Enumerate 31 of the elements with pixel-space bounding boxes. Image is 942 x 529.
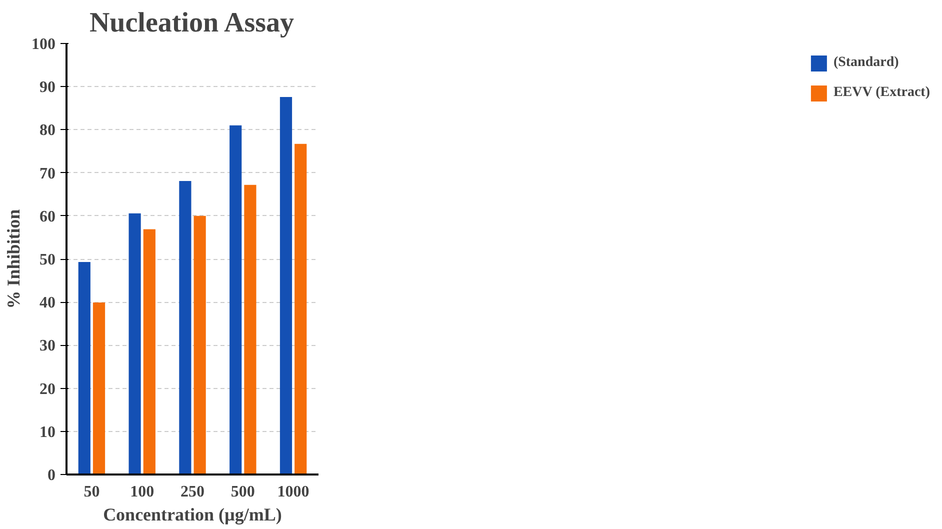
y-tick-label: 80 <box>40 122 56 140</box>
bar <box>280 96 292 474</box>
y-tick-label: 20 <box>40 380 56 398</box>
x-tick-label: 500 <box>230 484 255 500</box>
y-tick-label: 30 <box>40 338 56 355</box>
bar <box>128 213 141 474</box>
x-tick-label: 100 <box>130 484 154 500</box>
bar <box>294 144 307 474</box>
y-tick-label: 60 <box>40 208 56 226</box>
y-tick-label: 50 <box>40 252 56 268</box>
x-tick-label: 50 <box>84 484 100 500</box>
y-tick-label: 10 <box>40 424 56 441</box>
y-axis-title: % Inhibition <box>4 209 24 309</box>
chart-title: Nucleation Assay <box>89 8 294 38</box>
y-tick-label: 90 <box>40 79 56 96</box>
bar <box>92 302 106 474</box>
bar <box>143 229 156 474</box>
bar <box>244 184 256 474</box>
y-tick-label: 70 <box>40 165 56 182</box>
legend-label: EEVV (Extract) <box>833 85 930 101</box>
x-axis-title: Concentration (µg/mL) <box>103 504 282 524</box>
bar <box>179 180 192 474</box>
bar <box>230 125 242 474</box>
bar <box>78 262 90 474</box>
y-tick-label: 40 <box>40 294 56 312</box>
y-tick-label: 0 <box>48 467 56 484</box>
y-tick-label: 100 <box>32 36 56 53</box>
bar <box>194 216 206 474</box>
x-tick-label: 250 <box>180 484 204 500</box>
legend-label: (Standard) <box>833 55 899 71</box>
x-tick-label: 1000 <box>277 484 310 500</box>
